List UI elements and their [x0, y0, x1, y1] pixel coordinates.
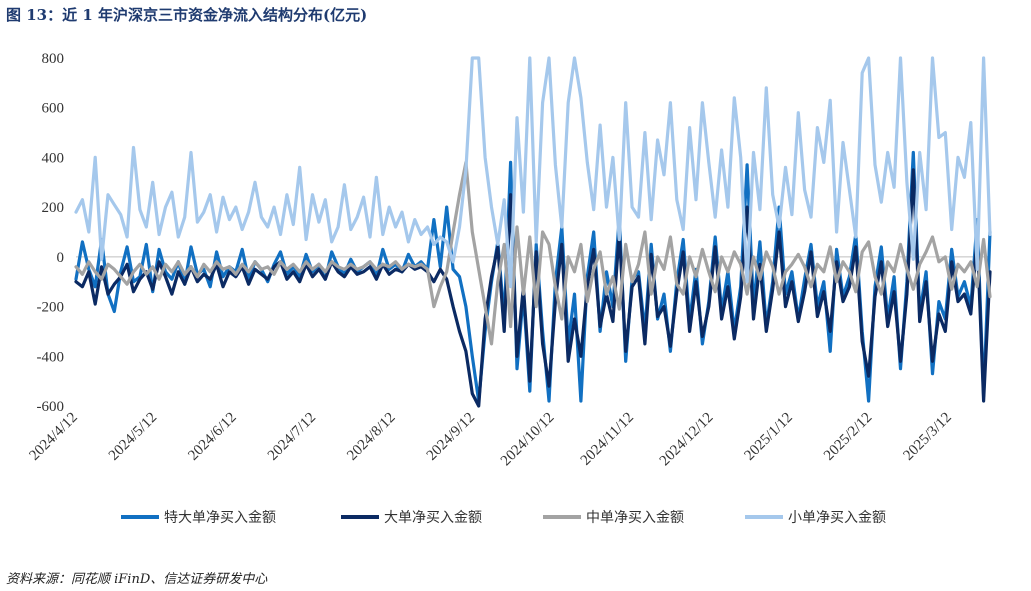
x-tick-label: 2024/9/12: [424, 410, 478, 464]
legend-label-大单: 大单净买入金额: [384, 510, 482, 526]
series-line-小单: [74, 56, 992, 289]
y-tick-label: 0: [57, 250, 65, 266]
series-line-中单: [74, 160, 992, 346]
series-line-大单: [74, 168, 992, 408]
y-tick-label: -400: [37, 349, 65, 365]
x-tick-label: 2024/8/12: [344, 410, 398, 464]
x-tick-label: 2024/10/12: [498, 410, 558, 470]
y-tick-label: -600: [37, 399, 65, 415]
y-axis-ticks: -600 -400 -200 0 200 400 600 800: [37, 51, 65, 415]
legend: 特大单净买入金额 大单净买入金额 中单净买入金额 小单净买入金额: [121, 510, 886, 526]
x-tick-label: 2024/11/12: [578, 410, 637, 469]
x-tick-label: 2025/3/12: [900, 410, 954, 464]
legend-label-中单: 中单净买入金额: [586, 510, 684, 526]
x-tick-label: 2024/5/12: [106, 410, 160, 464]
x-axis-ticks: 2024/4/12 2024/5/12 2024/6/12 2024/7/12 2024…: [26, 410, 954, 470]
legend-label-小单: 小单净买入金额: [788, 510, 886, 526]
x-tick-label: 2024/7/12: [265, 410, 319, 464]
x-tick-label: 2025/1/12: [742, 410, 796, 464]
source-note: 资料来源：同花顺 iFinD、信达证券研发中心: [6, 572, 268, 587]
y-tick-label: 200: [42, 200, 65, 216]
x-tick-label: 2024/4/12: [26, 410, 80, 464]
y-tick-label: -200: [37, 300, 65, 316]
y-tick-label: 800: [42, 51, 65, 67]
x-tick-label: 2025/2/12: [821, 410, 875, 464]
legend-label-特大单: 特大单净买入金额: [164, 510, 276, 526]
y-tick-label: 400: [42, 150, 65, 166]
y-tick-label: 600: [42, 101, 65, 117]
series-lines: [74, 56, 992, 408]
x-tick-label: 2024/6/12: [185, 410, 239, 464]
x-tick-label: 2024/12/12: [657, 410, 717, 470]
chart-title: 图 13：近 1 年沪深京三市资金净流入结构分布(亿元): [6, 6, 368, 24]
